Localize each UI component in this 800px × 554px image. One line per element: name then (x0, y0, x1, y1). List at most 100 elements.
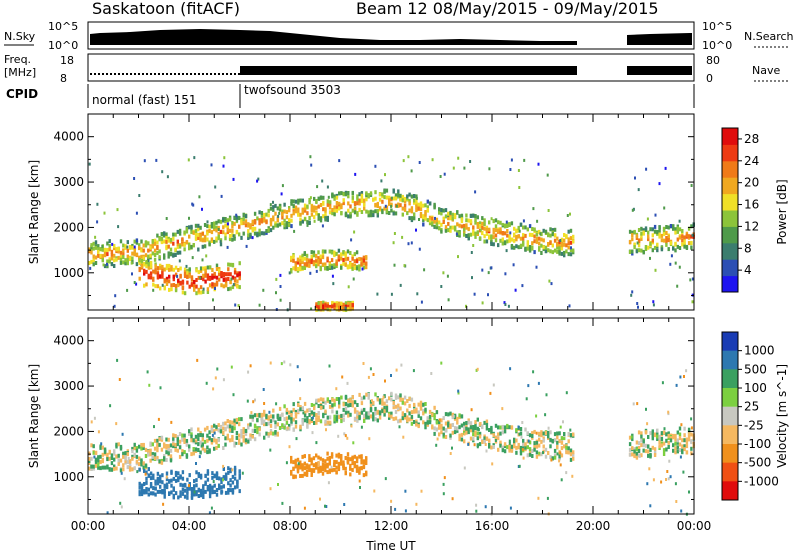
echo-cell (115, 247, 118, 252)
echo-cell (138, 276, 141, 281)
echo-cell (656, 242, 659, 247)
echo-cell (347, 285, 350, 289)
echo-cell (634, 176, 636, 180)
echo-cell (358, 198, 361, 203)
echo-cell (517, 425, 520, 429)
echo-cell (170, 287, 173, 292)
echo-cell (490, 445, 493, 450)
echo-cell (488, 444, 491, 449)
echo-cell (328, 459, 331, 464)
echo-cell (204, 266, 207, 271)
echo-cell (242, 438, 245, 443)
echo-cell (415, 204, 418, 209)
echo-cell (524, 445, 527, 450)
echo-cell (256, 426, 259, 431)
echo-cell (272, 205, 275, 210)
echo-cell (305, 258, 309, 262)
echo-cell (313, 205, 316, 210)
colorbar-cell (722, 210, 738, 227)
nave-label: Nave (752, 64, 780, 77)
echo-cell (202, 495, 205, 499)
echo-cell (369, 408, 373, 413)
echo-cell (249, 433, 252, 438)
echo-cell (455, 232, 458, 236)
echo-cell (285, 461, 288, 465)
echo-cell (674, 230, 677, 235)
echo-cell (646, 422, 649, 426)
echo-cell (383, 412, 386, 417)
echo-cell (483, 222, 486, 227)
echo-cell (283, 360, 286, 364)
echo-cell (274, 221, 277, 226)
echo-cell (181, 476, 185, 481)
echo-cell (326, 302, 329, 307)
echo-cell (238, 271, 241, 276)
echo-cell (569, 448, 573, 453)
echo-cell (101, 459, 104, 464)
echo-cell (224, 277, 228, 282)
echo-cell (390, 204, 393, 208)
echo-cell (647, 230, 650, 235)
echo-cell (644, 430, 648, 435)
echo-cell (215, 236, 218, 241)
echo-cell (231, 435, 234, 439)
echo-cell (374, 417, 377, 422)
echo-cell (186, 280, 189, 285)
echo-cell (385, 405, 389, 410)
echo-cell (122, 451, 125, 456)
echo-cell (108, 239, 111, 244)
echo-cell (509, 231, 512, 235)
echo-cell (308, 468, 311, 472)
echo-cell (143, 482, 146, 486)
echo-cell (181, 449, 184, 454)
echo-cell (265, 413, 268, 418)
echo-cell (517, 442, 520, 447)
echo-cell (313, 421, 316, 425)
echo-cell (204, 489, 207, 494)
echo-cell (165, 246, 168, 251)
echo-cell (328, 364, 331, 368)
echo-cell (435, 217, 439, 222)
echo-cell (415, 502, 418, 506)
echo-cell (215, 267, 219, 271)
echo-cell (233, 221, 236, 226)
echo-cell (249, 414, 252, 419)
echo-cell (656, 248, 659, 253)
echo-cell (656, 437, 659, 441)
echo-cell (327, 481, 330, 485)
echo-cell (113, 466, 116, 471)
echo-cell (117, 462, 120, 466)
echo-cell (135, 282, 138, 286)
echo-cell (521, 421, 524, 424)
echo-cell (442, 482, 445, 486)
echo-cell (288, 220, 291, 225)
echo-cell (133, 252, 136, 257)
echo-cell (683, 433, 686, 438)
echo-cell (154, 270, 157, 275)
echo-cell (97, 465, 100, 470)
x-tick-label: 00:00 (677, 519, 712, 533)
echo-cell (238, 261, 241, 266)
echo-cell (201, 238, 204, 243)
echo-cell (640, 434, 643, 439)
echo-cell (442, 271, 445, 275)
echo-cell (401, 411, 404, 416)
echo-cell (114, 294, 117, 298)
echo-cell (324, 249, 327, 254)
echo-cell (342, 261, 345, 266)
echo-cell (658, 228, 661, 233)
echo-cell (676, 440, 679, 445)
echo-cell (116, 208, 119, 212)
echo-cell (653, 245, 657, 250)
echo-cell (665, 438, 668, 443)
echo-cell (691, 277, 694, 281)
echo-cell (408, 411, 411, 416)
echo-cell (492, 235, 495, 240)
echo-cell (504, 303, 507, 306)
echo-cell (518, 464, 521, 468)
echo-cell (481, 216, 484, 221)
echo-cell (283, 425, 286, 430)
echo-cell (197, 247, 200, 252)
echo-cell (628, 250, 632, 254)
echo-cell (351, 395, 354, 400)
